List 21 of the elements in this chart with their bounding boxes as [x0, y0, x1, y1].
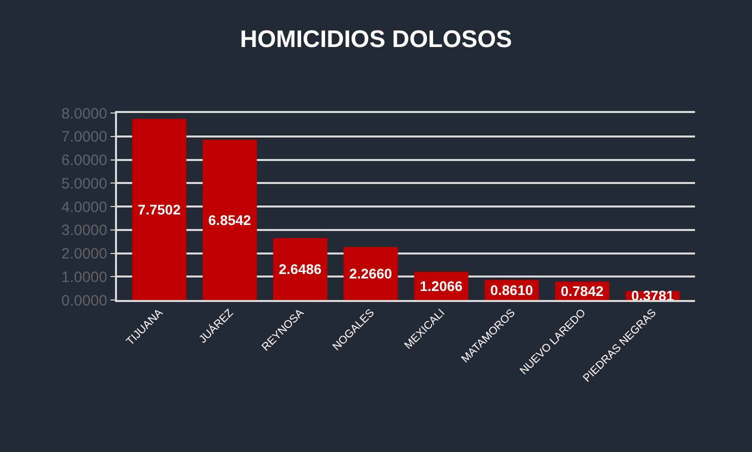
y-tick-label: 8.0000 — [61, 105, 108, 122]
bar — [132, 118, 186, 300]
data-label: 0.8610 — [490, 282, 534, 298]
y-tick-label: 1.0000 — [61, 268, 108, 286]
bar — [273, 238, 328, 300]
data-label: 2.2660 — [349, 266, 392, 282]
y-tick-label: 2.0000 — [61, 246, 108, 262]
y-tick-label: 4.0000 — [61, 198, 108, 216]
data-label: 1.2066 — [420, 278, 463, 294]
bar — [202, 140, 257, 300]
bar — [344, 247, 398, 300]
data-label: 2.6486 — [278, 261, 322, 278]
data-label: 6.8542 — [208, 212, 252, 228]
y-tick-label: 5.0000 — [61, 175, 108, 192]
data-label: 7.7502 — [138, 201, 181, 218]
chart-title: HOMICIDIOS DOLOSOS — [240, 26, 512, 53]
data-label: 0.7842 — [560, 282, 604, 299]
y-tick-label: 7.0000 — [61, 128, 108, 146]
y-tick-label: 3.0000 — [61, 222, 108, 240]
y-tick-label: 6.0000 — [61, 152, 108, 169]
y-tick-label: 0.0000 — [61, 292, 108, 310]
